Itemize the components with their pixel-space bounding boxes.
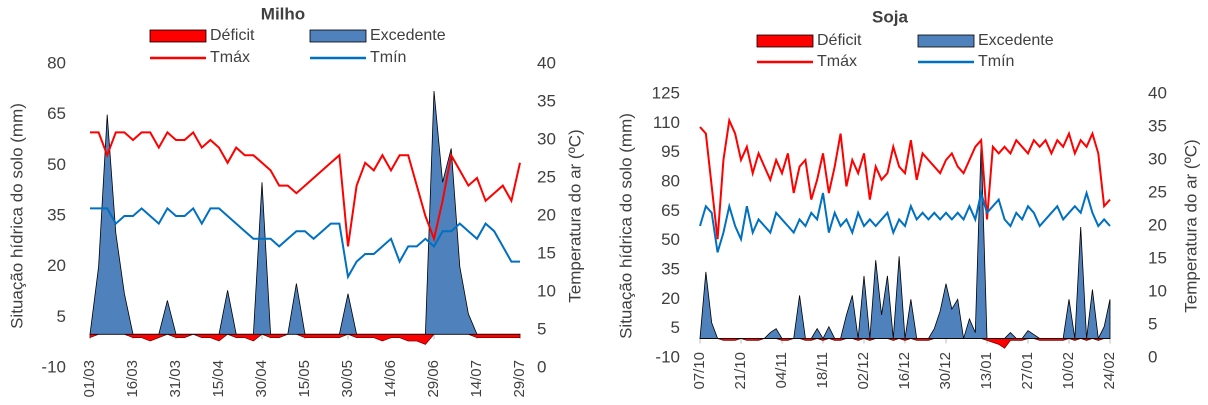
legend-label: Tmín: [978, 53, 1014, 70]
x-tick-label: 15/04: [210, 360, 227, 398]
y2-tick-label: 20: [1148, 215, 1167, 234]
line: [90, 206, 520, 280]
x-tick-label: 24/02: [1101, 352, 1118, 390]
chart-title: Milho: [261, 4, 305, 23]
x-tick-label: 04/11: [773, 352, 790, 388]
legend-label: Excedente: [978, 32, 1054, 49]
y-tick-label: 65: [661, 201, 680, 220]
x-tick-label: 30/04: [253, 360, 270, 398]
y-tick-label: 35: [661, 259, 680, 278]
line: [699, 116, 1111, 240]
y2-tick-label: 25: [1148, 182, 1167, 201]
y-tick-label: 50: [661, 230, 680, 249]
legend-swatch: [756, 34, 814, 48]
x-tick-label: 14/06: [382, 360, 399, 398]
y-tick-label: 5: [57, 307, 66, 326]
legend-label: Excedente: [370, 27, 446, 44]
legend-label: Déficit: [210, 27, 255, 44]
y-tick-label: 95: [661, 142, 680, 161]
area: [699, 142, 1111, 340]
legend-swatch: [917, 34, 975, 48]
y-tick-label: -10: [655, 347, 680, 366]
y-tick-label: 20: [47, 256, 66, 275]
x-tick-label: 16/12: [896, 352, 913, 390]
x-tick-label: 14/07: [468, 360, 485, 398]
y2-tick-label: 5: [537, 319, 546, 338]
x-tick-label: 07/10: [691, 352, 708, 390]
line: [90, 130, 521, 247]
y-tick-label: 20: [661, 289, 680, 308]
legend-swatch: [149, 29, 207, 43]
legend-label: Déficit: [817, 32, 862, 49]
x-tick-label: 10/02: [1060, 352, 1077, 390]
y2-tick-label: 0: [537, 357, 546, 376]
x-tick-label: 27/01: [1019, 352, 1036, 390]
y2-tick-label: 15: [1148, 248, 1167, 267]
x-tick-label: 13/01: [978, 352, 995, 390]
y2-tick-label: 40: [537, 53, 556, 72]
area: [89, 333, 521, 345]
line: [699, 189, 1111, 253]
y2-tick-label: 30: [537, 129, 556, 148]
y2-axis-label: Temperatura do ar (ºC): [565, 129, 584, 302]
y2-tick-label: 0: [1148, 347, 1157, 366]
y-tick-label: 125: [652, 83, 680, 102]
y-tick-label: 80: [47, 53, 66, 72]
x-tick-label: 29/07: [511, 360, 528, 398]
x-tick-label: 31/03: [167, 360, 184, 398]
x-tick-label: 18/11: [814, 352, 831, 388]
y2-tick-label: 35: [537, 91, 556, 110]
y-axis-label: Situação hídrica do solo (mm): [7, 103, 26, 329]
y2-tick-label: 35: [1148, 116, 1167, 135]
x-tick-label: 16/03: [124, 360, 141, 398]
y2-tick-label: 10: [1148, 281, 1167, 300]
x-tick-label: 02/12: [855, 352, 872, 390]
y2-tick-label: 15: [537, 243, 556, 262]
y2-tick-label: 25: [537, 167, 556, 186]
legend-swatch: [309, 29, 367, 43]
y2-tick-label: 30: [1148, 149, 1167, 168]
y2-tick-label: 20: [537, 205, 556, 224]
y-tick-label: -10: [41, 357, 66, 376]
x-tick-label: 29/06: [425, 360, 442, 398]
legend-label: Tmín: [370, 49, 406, 66]
y-tick-label: 50: [47, 155, 66, 174]
x-tick-label: 30/05: [339, 360, 356, 398]
x-tick-label: 21/10: [732, 352, 749, 390]
x-tick-label: 30/12: [937, 352, 954, 390]
y-tick-label: 110: [653, 113, 680, 132]
y2-tick-label: 10: [537, 281, 556, 300]
legend-label: Tmáx: [210, 49, 250, 66]
y2-tick-label: 5: [1148, 314, 1157, 333]
y-tick-label: 80: [661, 171, 680, 190]
chart-title: Soja: [872, 7, 908, 26]
area: [89, 90, 521, 335]
y-tick-label: 35: [47, 205, 66, 224]
y-tick-label: 5: [671, 318, 680, 337]
y2-tick-label: 40: [1148, 83, 1167, 102]
x-tick-label: 15/05: [296, 360, 313, 398]
x-tick-label: 01/03: [81, 360, 98, 398]
y-axis-label: Situação hídrica do solo (mm): [616, 113, 635, 339]
y-tick-label: 65: [47, 104, 66, 123]
y2-axis-label: Temperatura do ar (ºC): [1181, 139, 1200, 312]
legend-label: Tmáx: [817, 53, 857, 70]
